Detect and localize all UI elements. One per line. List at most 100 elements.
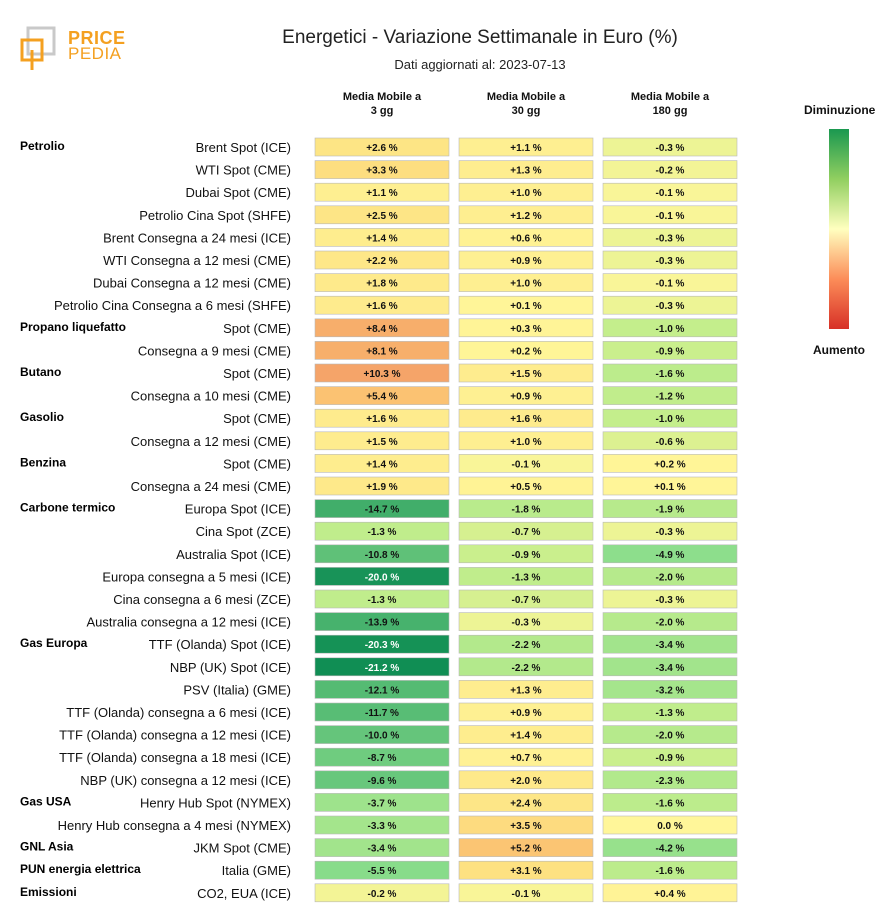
heatmap-cell [314, 725, 450, 744]
row-label: Brent Consegna a 24 mesi (ICE) [103, 230, 291, 245]
cell-value-label: +1.4 % [510, 731, 542, 742]
row-label: JKM Spot (CME) [193, 841, 291, 856]
group-label: Gas Europa [20, 636, 88, 650]
cell-value-label: -14.7 % [365, 505, 400, 516]
heatmap-cell [602, 273, 738, 292]
row-label: WTI Consegna a 12 mesi (CME) [103, 253, 291, 268]
group-label: Benzina [20, 455, 66, 469]
heatmap-cell [314, 657, 450, 677]
cell-value-label: -0.3 % [656, 301, 685, 312]
heatmap-cell [314, 476, 450, 496]
heatmap-cell [458, 815, 594, 835]
heatmap-cell [458, 499, 594, 518]
heatmap-cell [314, 160, 450, 179]
cell-value-label: -1.3 % [368, 595, 397, 606]
heatmap-cell [602, 838, 738, 857]
heatmap-cell [458, 431, 594, 451]
cell-value-label: +1.0 % [510, 188, 542, 199]
cell-value-label: -2.2 % [512, 640, 541, 651]
heatmap-cell [458, 567, 594, 586]
heatmap-cell [458, 454, 594, 473]
cell-value-label: -3.4 % [368, 844, 397, 855]
row-label: Dubai Consegna a 12 mesi (CME) [93, 276, 291, 291]
heatmap-cell [602, 431, 738, 451]
group-label: Emissioni [20, 885, 77, 899]
row-label: Henry Hub Spot (NYMEX) [140, 795, 291, 810]
cell-value-label: +2.5 % [366, 211, 398, 222]
row-label: NBP (UK) Spot (ICE) [170, 660, 291, 675]
heatmap-cell [458, 634, 594, 654]
heatmap-cell [314, 815, 450, 835]
heatmap-cell [314, 883, 450, 903]
row-label: Petrolio Cina Consegna a 6 mesi (SHFE) [54, 298, 291, 313]
heatmap-cell [458, 883, 594, 903]
cell-value-label: +3.3 % [366, 166, 398, 177]
color-scale-bar [829, 129, 849, 329]
heatmap-cell [602, 295, 738, 315]
cell-value-label: +1.9 % [366, 482, 398, 493]
row-label: Spot (CME) [223, 456, 291, 471]
heatmap-cell [314, 363, 450, 383]
heatmap-cell [602, 747, 738, 767]
heatmap-cell [458, 341, 594, 360]
heatmap-cell [602, 680, 738, 699]
heatmap-cell [458, 386, 594, 405]
cell-value-label: -1.0 % [656, 414, 685, 425]
cell-value-label: -4.9 % [656, 550, 685, 561]
heatmap-cell [314, 499, 450, 518]
heatmap-cell [458, 363, 594, 383]
cell-value-label: -0.7 % [512, 595, 541, 606]
cell-value-label: +1.0 % [510, 437, 542, 448]
cell-value-label: 0.0 % [657, 821, 683, 832]
cell-value-label: +8.4 % [366, 324, 398, 335]
heatmap-cell [458, 589, 594, 609]
heatmap-cell [458, 160, 594, 179]
heatmap-cell [602, 521, 738, 541]
heatmap-cell [602, 634, 738, 654]
heatmap-cell [458, 747, 594, 767]
heatmap-cell [458, 680, 594, 699]
heatmap-cell [602, 544, 738, 564]
cell-value-label: +1.1 % [366, 188, 398, 199]
cell-value-label: +3.1 % [510, 866, 542, 877]
cell-value-label: -1.6 % [656, 866, 685, 877]
heatmap-cell [314, 431, 450, 451]
cell-value-label: -3.4 % [656, 663, 685, 674]
group-label: Gasolio [20, 410, 64, 424]
cell-value-label: -4.2 % [656, 844, 685, 855]
cell-value-label: +0.4 % [654, 889, 686, 900]
logo-text-pedia: PEDIA [68, 44, 122, 63]
heatmap-cell [458, 521, 594, 541]
cell-value-label: +1.1 % [510, 143, 542, 154]
cell-value-label: -0.7 % [512, 527, 541, 538]
heatmap-cell [314, 793, 450, 812]
group-label: PUN energia elettrica [20, 862, 141, 876]
row-label: Cina Spot (ZCE) [196, 524, 291, 539]
cell-value-label: +3.5 % [510, 821, 542, 832]
heatmap-cell [602, 476, 738, 496]
heatmap-cell [314, 702, 450, 722]
row-label: Consegna a 12 mesi (CME) [131, 434, 291, 449]
cell-value-label: -0.9 % [656, 346, 685, 357]
column-header-3gg: Media Mobile a 3 gg [342, 91, 422, 117]
heatmap-cell [458, 205, 594, 225]
cell-value-label: +1.6 % [366, 414, 398, 425]
cell-value-label: -1.8 % [512, 505, 541, 516]
heatmap-cell [314, 589, 450, 609]
heatmap-cell [314, 295, 450, 315]
cell-value-label: +1.3 % [510, 166, 542, 177]
logo-mark-icon [20, 26, 56, 70]
column-header-30gg: Media Mobile a 30 gg [486, 91, 566, 117]
cell-value-label: -1.0 % [656, 324, 685, 335]
cell-value-label: -0.1 % [512, 889, 541, 900]
cell-value-label: -0.3 % [656, 256, 685, 267]
heatmap-cell [458, 137, 594, 157]
cell-value-label: +0.2 % [510, 346, 542, 357]
heatmap-cell [314, 182, 450, 202]
heatmap-cell [602, 408, 738, 428]
row-label: CO2, EUA (ICE) [197, 886, 291, 901]
cell-value-label: -1.6 % [656, 798, 685, 809]
heatmap-cell [458, 295, 594, 315]
cell-value-label: +10.3 % [364, 369, 401, 380]
